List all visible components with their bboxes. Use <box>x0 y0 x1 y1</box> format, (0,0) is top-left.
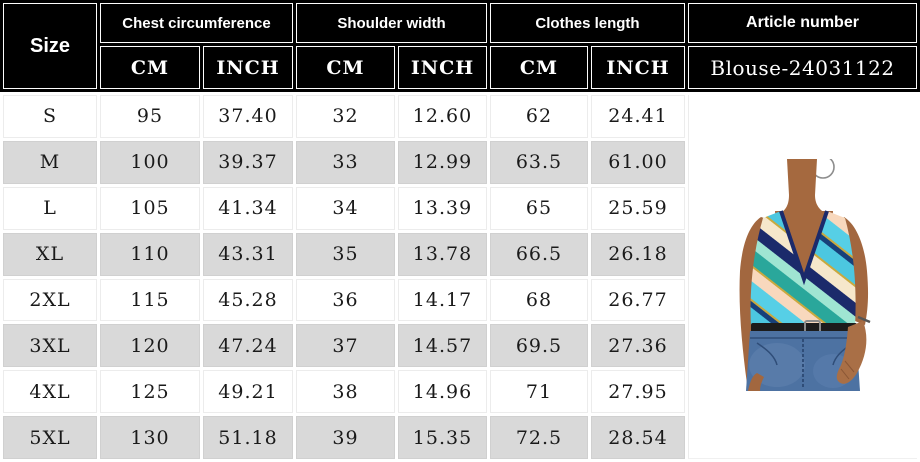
length-cm-cell: 62 <box>490 95 588 138</box>
chest-inch-cell: 43.31 <box>203 232 293 276</box>
chest-inch-cell: 51.18 <box>203 416 293 459</box>
length-cm-cell: 72.5 <box>490 416 588 459</box>
chest-cm-cell: 115 <box>100 278 200 322</box>
col-header-size: Size <box>3 3 97 89</box>
neck <box>775 159 831 216</box>
chest-cm-cell: 105 <box>100 186 200 230</box>
length-cm-cell: 66.5 <box>490 232 588 276</box>
bracelet <box>857 315 871 324</box>
length-cm-cell: 71 <box>490 370 588 414</box>
chest-cm-cell: 100 <box>100 140 200 184</box>
right-hand <box>836 321 867 384</box>
length-inch-cell: 28.54 <box>591 416 685 459</box>
shoulder-cm-cell: 34 <box>296 186 395 230</box>
length-inch-cell: 25.59 <box>591 186 685 230</box>
size-label: L <box>3 186 97 230</box>
size-label: 5XL <box>3 416 97 459</box>
unit-header-clothes-cm: CM <box>490 46 588 89</box>
shoulder-inch-cell: 12.60 <box>398 95 487 138</box>
length-inch-cell: 61.00 <box>591 140 685 184</box>
unit-header-shoulder-inch: INCH <box>398 46 487 89</box>
shoulder-cm-cell: 33 <box>296 140 395 184</box>
shoulder-cm-cell: 35 <box>296 232 395 276</box>
unit-header-chest-cm: CM <box>100 46 200 89</box>
size-label: 2XL <box>3 278 97 322</box>
table-header: Size Chest circumference Shoulder width … <box>0 0 920 92</box>
chest-inch-cell: 39.37 <box>203 140 293 184</box>
shoulder-cm-cell: 32 <box>296 95 395 138</box>
length-inch-cell: 27.36 <box>591 324 685 368</box>
shoulder-inch-cell: 15.35 <box>398 416 487 459</box>
chest-cm-cell: 125 <box>100 370 200 414</box>
length-cm-cell: 69.5 <box>490 324 588 368</box>
unit-header-clothes-inch: INCH <box>591 46 685 89</box>
unit-header-shoulder-cm: CM <box>296 46 395 89</box>
col-header-chest-circumference: Chest circumference <box>100 3 293 43</box>
size-label: S <box>3 95 97 138</box>
shoulder-cm-cell: 37 <box>296 324 395 368</box>
left-hand <box>748 373 764 391</box>
length-cm-cell: 68 <box>490 278 588 322</box>
col-header-clothes-length: Clothes length <box>490 3 685 43</box>
size-label: M <box>3 140 97 184</box>
shoulder-inch-cell: 14.96 <box>398 370 487 414</box>
shoulder-cm-cell: 39 <box>296 416 395 459</box>
chest-inch-cell: 47.24 <box>203 324 293 368</box>
shoulder-cm-cell: 36 <box>296 278 395 322</box>
article-number-value: Blouse-24031122 <box>688 46 917 89</box>
size-label: XL <box>3 232 97 276</box>
chest-inch-cell: 37.40 <box>203 95 293 138</box>
chest-cm-cell: 110 <box>100 232 200 276</box>
length-cm-cell: 63.5 <box>490 140 588 184</box>
shoulder-inch-cell: 12.99 <box>398 140 487 184</box>
col-header-article-number: Article number <box>688 3 917 43</box>
product-photo-cell <box>688 95 917 459</box>
striped-blouse <box>750 211 856 327</box>
collar-trim <box>779 210 829 286</box>
shoulder-inch-cell: 14.17 <box>398 278 487 322</box>
chest-cm-cell: 95 <box>100 95 200 138</box>
length-inch-cell: 26.77 <box>591 278 685 322</box>
unit-header-chest-inch: INCH <box>203 46 293 89</box>
shoulder-inch-cell: 14.57 <box>398 324 487 368</box>
length-inch-cell: 24.41 <box>591 95 685 138</box>
blouse-model-photo <box>739 159 871 391</box>
col-header-shoulder-width: Shoulder width <box>296 3 487 43</box>
chest-cm-cell: 130 <box>100 416 200 459</box>
chest-inch-cell: 49.21 <box>203 370 293 414</box>
chest-inch-cell: 41.34 <box>203 186 293 230</box>
chest-inch-cell: 45.28 <box>203 278 293 322</box>
length-cm-cell: 65 <box>490 186 588 230</box>
size-label: 4XL <box>3 370 97 414</box>
length-inch-cell: 27.95 <box>591 370 685 414</box>
chest-cm-cell: 120 <box>100 324 200 368</box>
length-inch-cell: 26.18 <box>591 232 685 276</box>
left-pocket-seam <box>756 342 778 366</box>
size-label: 3XL <box>3 324 97 368</box>
shoulder-inch-cell: 13.78 <box>398 232 487 276</box>
table-body: S 95 37.40 32 12.60 62 24.41 M 100 39.37… <box>0 92 920 462</box>
shoulder-inch-cell: 13.39 <box>398 186 487 230</box>
shoulder-cm-cell: 38 <box>296 370 395 414</box>
